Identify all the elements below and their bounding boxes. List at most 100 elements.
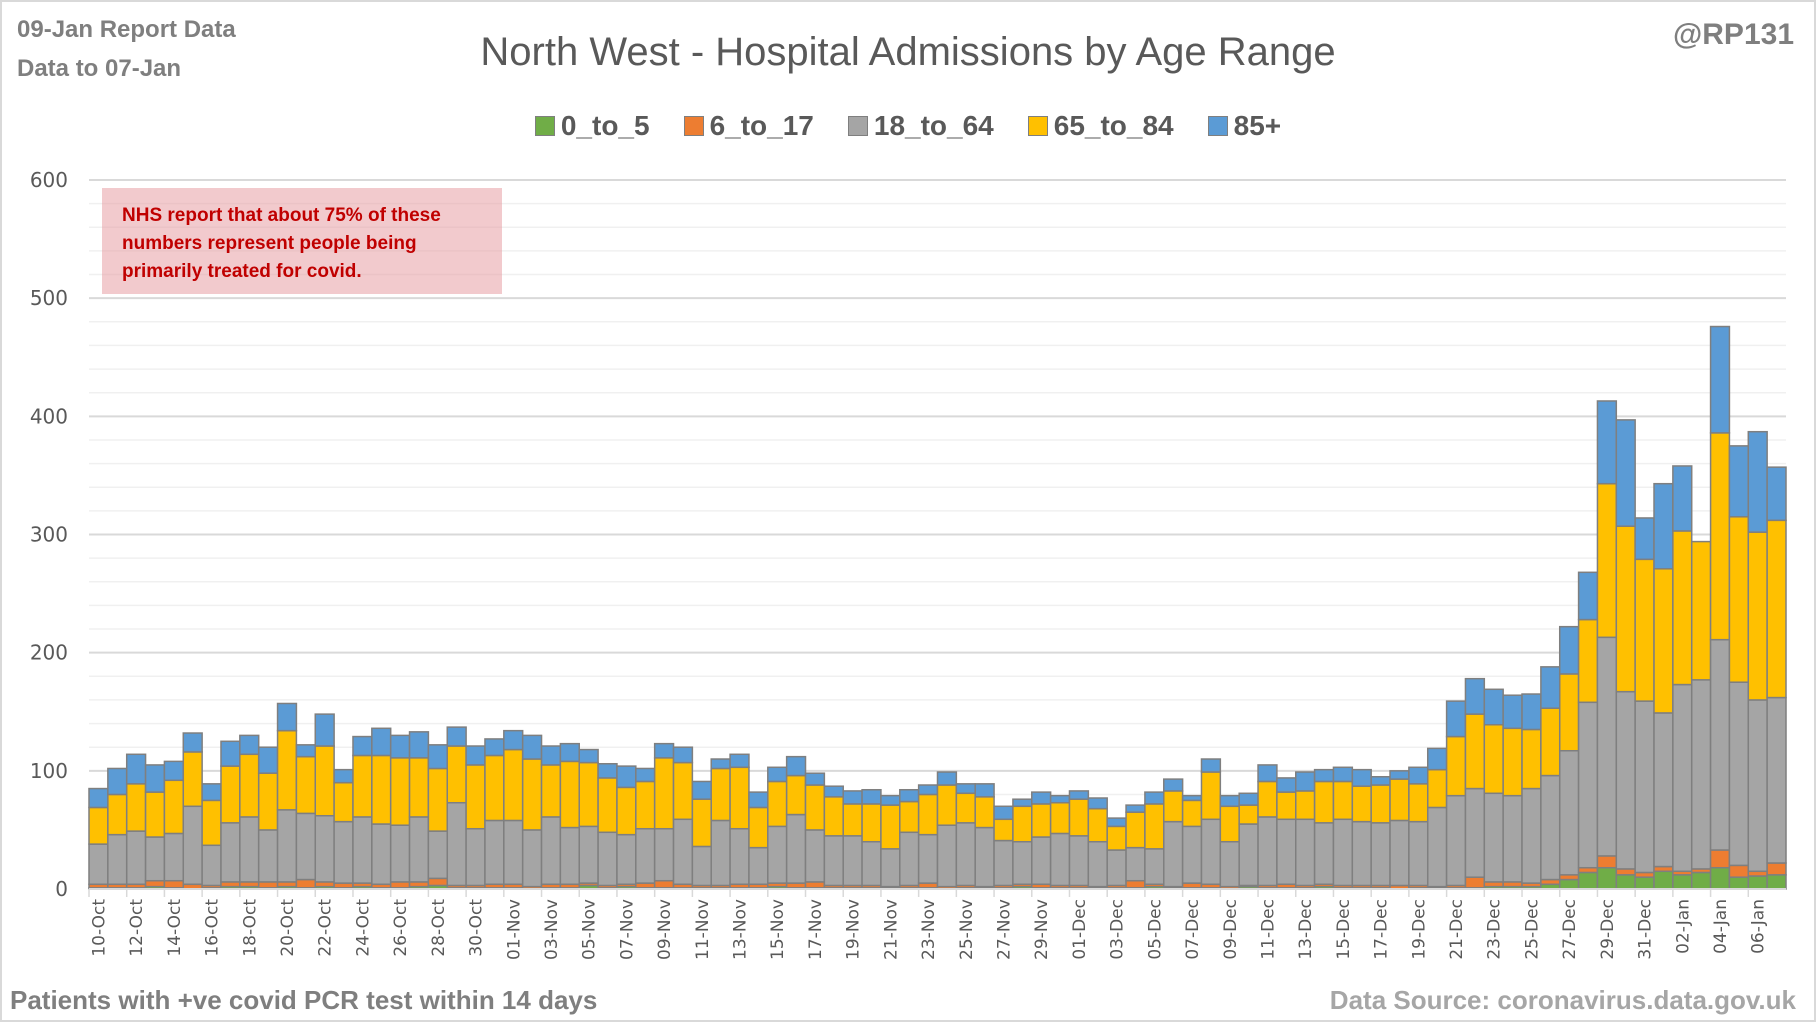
bar-segment-65_to_84 [729,766,750,830]
bar-segment-85+ [785,755,807,777]
bar-segment-85+ [861,788,882,805]
bar-segment-18_to_64 [936,824,958,888]
bar-segment-65_to_84 [1257,780,1278,818]
footer-note: Patients with +ve covid PCR test within … [10,985,598,1015]
bar-segment-65_to_84 [880,804,901,850]
bar-segment-85+ [1408,766,1429,785]
bar-segment-65_to_84 [635,780,656,830]
annotation-line: numbers represent people being [122,233,417,254]
bar-segment-65_to_84 [503,748,524,822]
bar-segment-18_to_64 [503,819,524,886]
bar-segment-18_to_64 [1144,848,1165,886]
x-tick-label: 11-Dec [1258,899,1278,960]
bar-segment-85+ [427,744,449,770]
x-tick-label: 01-Dec [1070,899,1090,960]
bar-segment-85+ [1276,777,1297,793]
bar-segment-0_to_5 [1615,874,1636,890]
bar-segment-18_to_64 [672,818,694,886]
bar-segment-85+ [201,783,222,802]
bar-segment-65_to_84 [1690,540,1712,681]
bar-segment-85+ [1181,794,1203,802]
bar-segment-85+ [1163,778,1184,792]
bar-segment-18_to_64 [276,809,298,883]
x-tick-label: 26-Oct [391,899,411,957]
bar-segment-65_to_84 [1389,778,1410,822]
bar-segment-6_to_17 [295,878,317,889]
bar-segment-0_to_5 [1728,876,1750,890]
bar-segment-85+ [1728,445,1750,518]
bar-segment-85+ [1219,794,1240,808]
bar-segment-65_to_84 [427,767,449,832]
bar-segment-65_to_84 [389,757,411,826]
y-tick-label: 200 [30,641,68,665]
bar-segment-6_to_17 [144,879,166,888]
bar-segment-85+ [1615,419,1636,527]
bar-segment-85+ [88,787,109,809]
bar-segment-18_to_64 [1672,683,1693,873]
bar-segment-65_to_84 [1502,727,1523,797]
bar-segment-85+ [107,767,128,796]
bar-segment-85+ [899,788,920,803]
bar-segment-65_to_84 [1351,785,1372,823]
bar-segment-6_to_17 [1709,849,1731,869]
bar-segment-65_to_84 [861,803,882,843]
bar-segment-85+ [1144,791,1165,805]
bar-segment-18_to_64 [1181,825,1203,884]
x-tick-label: 10-Oct [89,899,109,957]
bar-segment-65_to_84 [804,784,826,831]
bar-segment-65_to_84 [371,754,392,825]
bar-segment-18_to_64 [993,839,1014,887]
bar-segment-18_to_64 [974,826,995,888]
bar-segment-18_to_64 [861,840,882,887]
bar-segment-18_to_64 [408,816,430,883]
bar-segment-18_to_64 [1295,818,1316,887]
y-tick-label: 0 [55,877,68,901]
bar-segment-65_to_84 [1163,790,1184,823]
bar-segment-6_to_17 [1125,879,1146,889]
bar-segment-18_to_64 [1351,820,1372,887]
bar-segment-18_to_64 [823,835,844,887]
x-tick-label: 16-Oct [203,899,223,957]
bar-segment-65_to_84 [672,761,694,821]
bar-segment-85+ [1709,325,1731,434]
bar-segment-85+ [408,731,430,759]
bar-segment-0_to_5 [1653,870,1674,890]
bar-segment-65_to_84 [1181,799,1203,828]
bar-segment-85+ [540,745,562,766]
bar-segment-65_to_84 [333,781,354,823]
bar-segment-65_to_84 [1747,531,1768,701]
chart-legend: 0_to_5 6_to_17 18_to_64 65_to_84 85+ [0,110,1816,142]
bar-segment-85+ [1012,798,1033,808]
bar-segment-18_to_64 [1766,696,1787,864]
bar-segment-18_to_64 [1012,840,1033,886]
bar-segment-65_to_84 [748,806,769,849]
bar-segment-18_to_64 [465,827,486,887]
bar-segment-85+ [1200,758,1222,773]
x-tick-label: 24-Oct [353,899,373,957]
bar-segment-18_to_64 [917,833,939,884]
author-handle: @RP131 [1673,18,1794,51]
bar-segment-65_to_84 [842,803,863,837]
bar-segment-65_to_84 [691,798,712,848]
bar-segment-85+ [446,726,467,747]
legend-label: 0_to_5 [560,110,650,141]
x-tick-label: 04-Jan [1711,899,1731,954]
bar-segment-6_to_17 [389,881,411,889]
x-tick-label: 01-Nov [504,899,524,960]
bar-segment-85+ [484,738,505,757]
bar-segment-65_to_84 [446,745,467,804]
bar-segment-65_to_84 [710,767,731,822]
bar-segment-65_to_84 [1219,805,1240,843]
bar-segment-18_to_64 [239,816,260,883]
bar-segment-85+ [352,735,373,757]
bar-segment-18_to_64 [1313,822,1335,886]
bar-segment-65_to_84 [1408,783,1429,823]
legend-swatch [1027,116,1048,136]
x-tick-label: 17-Nov [806,899,826,960]
bar-segment-18_to_64 [729,827,750,886]
bar-segment-18_to_64 [1445,794,1467,887]
legend-label: 6_to_17 [709,110,814,141]
bar-segment-18_to_64 [1521,787,1542,884]
bar-segment-85+ [880,794,901,806]
bar-segment-65_to_84 [1144,803,1165,850]
